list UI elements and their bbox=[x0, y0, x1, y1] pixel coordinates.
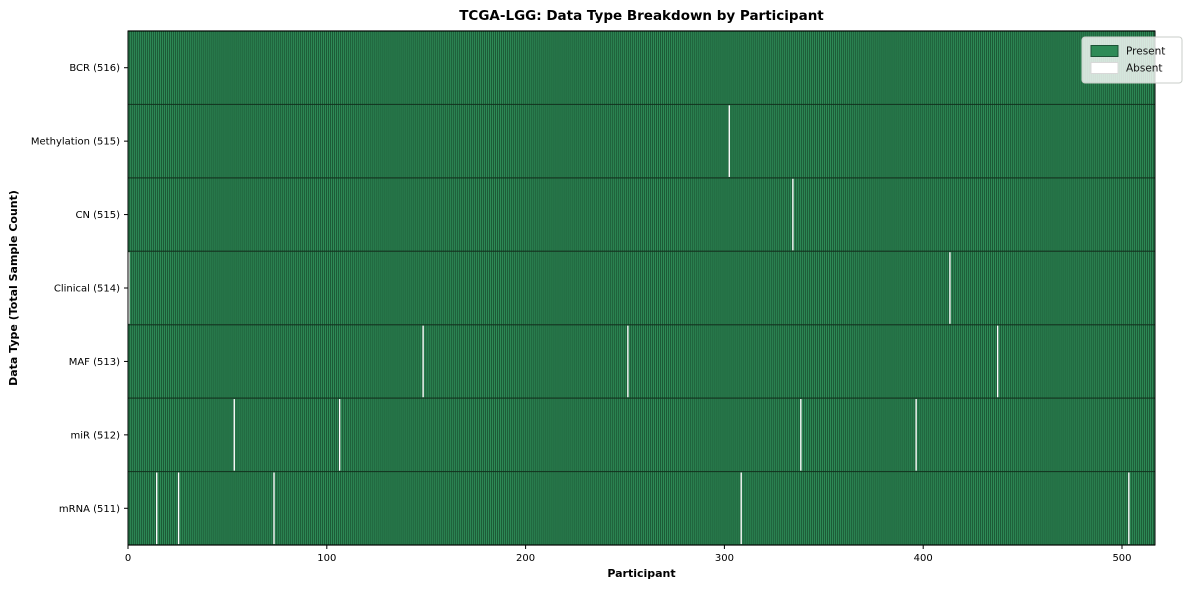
absent-mark bbox=[800, 399, 802, 471]
y-tick-label: mRNA (511) bbox=[59, 504, 120, 515]
present-band bbox=[128, 31, 1155, 105]
absent-mark bbox=[177, 472, 180, 545]
row-clinical bbox=[128, 251, 1155, 325]
row-methylation bbox=[128, 104, 1155, 178]
absent-mark bbox=[792, 178, 794, 251]
row-mir bbox=[128, 398, 1155, 472]
absent-mark bbox=[915, 399, 917, 471]
x-tick-label: 500 bbox=[1112, 553, 1131, 564]
y-tick-label: BCR (516) bbox=[69, 63, 120, 74]
row-maf bbox=[128, 324, 1155, 399]
absent-mark bbox=[156, 472, 158, 545]
heatmap-rows-layer bbox=[128, 30, 1155, 546]
x-tick-label: 0 bbox=[125, 553, 131, 564]
plot-border bbox=[127, 30, 1156, 546]
y-axis-label: Data Type (Total Sample Count) bbox=[7, 190, 20, 386]
absent-mark bbox=[422, 325, 424, 398]
y-tick-label: Clinical (514) bbox=[54, 284, 120, 295]
absent-mark bbox=[273, 472, 275, 545]
absent-mark bbox=[949, 252, 951, 324]
present-band bbox=[128, 104, 1155, 178]
legend-present-label: Present bbox=[1126, 46, 1165, 58]
x-tick-label: 300 bbox=[715, 553, 734, 564]
chart-title: TCGA-LGG: Data Type Breakdown by Partici… bbox=[459, 8, 824, 24]
x-tick-label: 400 bbox=[914, 553, 933, 564]
absent-mark bbox=[128, 252, 130, 324]
y-tick-label: Methylation (515) bbox=[31, 137, 120, 148]
present-band bbox=[128, 177, 1155, 252]
legend-absent-label: Absent bbox=[1126, 63, 1163, 75]
legend: Present Absent bbox=[1081, 36, 1183, 84]
present-band bbox=[128, 471, 1155, 545]
absent-mark bbox=[740, 472, 742, 545]
legend-box bbox=[1081, 36, 1183, 84]
x-tick-label: 200 bbox=[516, 553, 535, 564]
present-band bbox=[128, 251, 1155, 325]
absent-mark bbox=[338, 399, 341, 471]
y-tick-label: miR (512) bbox=[70, 430, 120, 441]
legend-absent-swatch bbox=[1090, 62, 1119, 74]
absent-mark bbox=[728, 105, 730, 177]
x-tick-label: 100 bbox=[317, 553, 336, 564]
legend-present-swatch bbox=[1090, 45, 1119, 57]
y-tick-label: CN (515) bbox=[75, 210, 120, 221]
present-band bbox=[128, 324, 1155, 399]
x-axis-label: Participant bbox=[607, 567, 675, 580]
absent-mark bbox=[627, 325, 629, 398]
row-mrna bbox=[128, 471, 1155, 545]
row-bcr bbox=[128, 31, 1155, 105]
present-band bbox=[128, 398, 1155, 472]
absent-mark bbox=[233, 399, 235, 471]
axes-layer: 0 100 200 300 400 500 BCR (516) Methylation (51… bbox=[31, 63, 1132, 564]
absent-mark bbox=[1128, 472, 1130, 545]
row-cn bbox=[128, 177, 1155, 252]
y-tick-label: MAF (513) bbox=[69, 357, 120, 368]
absent-mark bbox=[996, 325, 999, 398]
